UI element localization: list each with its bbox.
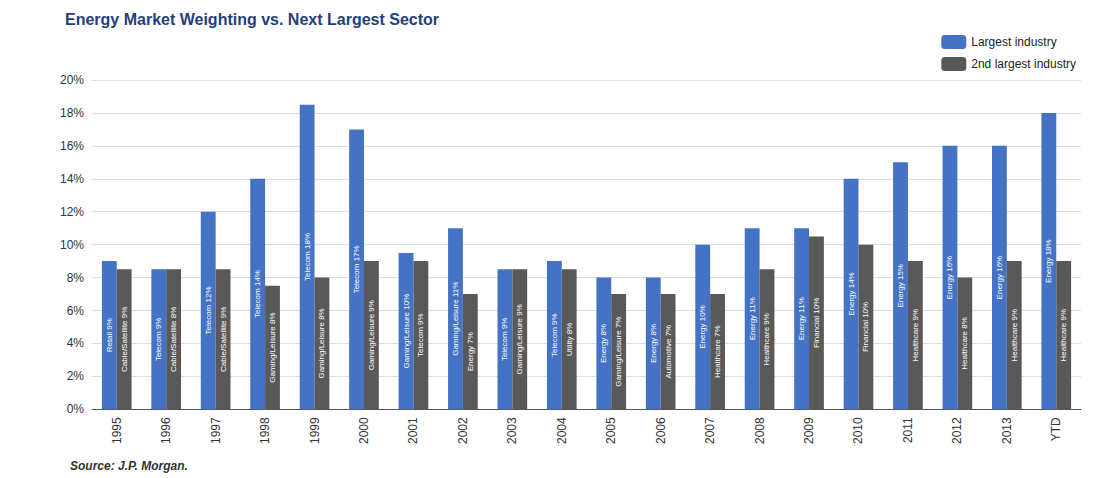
svg-text:1996: 1996	[159, 417, 173, 444]
svg-text:Energy 15%: Energy 15%	[896, 264, 905, 308]
svg-text:Financial 10%: Financial 10%	[812, 298, 821, 348]
svg-text:Telecom 12%: Telecom 12%	[204, 286, 213, 334]
svg-text:16%: 16%	[60, 139, 84, 153]
svg-text:Energy 7%: Energy 7%	[466, 332, 475, 371]
svg-text:1998: 1998	[258, 417, 272, 444]
svg-text:1997: 1997	[209, 417, 223, 444]
svg-text:Energy 16%: Energy 16%	[945, 256, 954, 300]
svg-text:Retail 9%: Retail 9%	[105, 318, 114, 352]
svg-text:2000: 2000	[357, 417, 371, 444]
svg-text:1995: 1995	[110, 417, 124, 444]
svg-text:Energy 10%: Energy 10%	[698, 305, 707, 349]
svg-text:10%: 10%	[60, 238, 84, 252]
svg-text:18%: 18%	[60, 106, 84, 120]
svg-text:YTD: YTD	[1049, 417, 1063, 441]
svg-text:Largest industry: Largest industry	[971, 35, 1056, 49]
svg-text:Energy 16%: Energy 16%	[995, 256, 1004, 300]
svg-text:2013: 2013	[1000, 417, 1014, 444]
svg-text:Energy 8%: Energy 8%	[649, 324, 658, 363]
svg-text:Telecom 9%: Telecom 9%	[154, 318, 163, 362]
svg-text:2%: 2%	[67, 369, 85, 383]
svg-text:Energy 8%: Energy 8%	[599, 324, 608, 363]
svg-text:2nd largest industry: 2nd largest industry	[971, 57, 1076, 71]
svg-text:Cable/Satellite 9%: Cable/Satellite 9%	[219, 307, 228, 372]
svg-text:Energy 11%: Energy 11%	[797, 297, 806, 340]
svg-text:14%: 14%	[60, 172, 84, 186]
svg-text:2001: 2001	[406, 417, 420, 444]
svg-text:Cable/Satellite 9%: Cable/Satellite 9%	[120, 307, 129, 372]
svg-text:12%: 12%	[60, 205, 84, 219]
svg-text:Gaming/Leisure 8%: Gaming/Leisure 8%	[317, 308, 326, 378]
svg-text:2007: 2007	[703, 417, 717, 444]
svg-text:2004: 2004	[555, 417, 569, 444]
svg-text:Source: J.P. Morgan.: Source: J.P. Morgan.	[70, 459, 188, 473]
svg-text:2005: 2005	[604, 417, 618, 444]
svg-text:Energy 14%: Energy 14%	[847, 272, 856, 316]
svg-text:Healthcare 9%: Healthcare 9%	[1059, 309, 1068, 361]
svg-text:Gaming/Leisure 7%: Gaming/Leisure 7%	[614, 317, 623, 387]
svg-text:Healthcare 7%: Healthcare 7%	[713, 325, 722, 377]
svg-text:2010: 2010	[851, 417, 865, 444]
svg-text:Telecom 9%: Telecom 9%	[500, 318, 509, 362]
svg-text:Cable/Satellite 8%: Cable/Satellite 8%	[169, 307, 178, 372]
svg-text:Telecom 18%: Telecom 18%	[303, 233, 312, 281]
svg-text:2009: 2009	[802, 417, 816, 444]
svg-text:Energy 11%: Energy 11%	[748, 297, 757, 340]
svg-text:2008: 2008	[753, 417, 767, 444]
svg-text:Gaming/Leisure 11%: Gaming/Leisure 11%	[451, 282, 460, 356]
svg-text:Gaming/Leisure 8%: Gaming/Leisure 8%	[268, 312, 277, 382]
svg-text:Gaming/Leisure 9%: Gaming/Leisure 9%	[515, 304, 524, 374]
svg-text:Energy Market Weighting vs. Ne: Energy Market Weighting vs. Next Largest…	[65, 11, 439, 28]
svg-text:Energy 18%: Energy 18%	[1044, 239, 1053, 283]
svg-text:20%: 20%	[60, 73, 84, 87]
svg-text:4%: 4%	[67, 336, 85, 350]
svg-text:Automotive 7%: Automotive 7%	[664, 325, 673, 379]
svg-text:2011: 2011	[901, 417, 915, 443]
svg-text:Telecom 9%: Telecom 9%	[416, 313, 425, 357]
svg-text:Telecom 17%: Telecom 17%	[352, 245, 361, 293]
svg-text:2012: 2012	[950, 417, 964, 444]
svg-text:Telecom 14%: Telecom 14%	[253, 270, 262, 318]
svg-text:Financial 10%: Financial 10%	[861, 302, 870, 352]
svg-text:2003: 2003	[505, 417, 519, 444]
svg-text:Utility 8%: Utility 8%	[565, 323, 574, 356]
svg-text:2006: 2006	[654, 417, 668, 444]
svg-text:Healthcare 8%: Healthcare 8%	[960, 317, 969, 369]
svg-text:6%: 6%	[67, 304, 85, 318]
svg-text:Healthcare 9%: Healthcare 9%	[762, 313, 771, 365]
svg-text:Healthcare 9%: Healthcare 9%	[1010, 309, 1019, 361]
svg-text:Gaming/Leisure 10%: Gaming/Leisure 10%	[402, 294, 411, 369]
svg-text:1999: 1999	[308, 417, 322, 444]
svg-text:2002: 2002	[456, 417, 470, 444]
svg-text:Telecom 9%: Telecom 9%	[550, 313, 559, 357]
svg-text:0%: 0%	[67, 402, 85, 416]
svg-text:8%: 8%	[67, 271, 85, 285]
svg-text:Healthcare 9%: Healthcare 9%	[911, 309, 920, 361]
svg-text:Gaming/Leisure 9%: Gaming/Leisure 9%	[367, 300, 376, 370]
